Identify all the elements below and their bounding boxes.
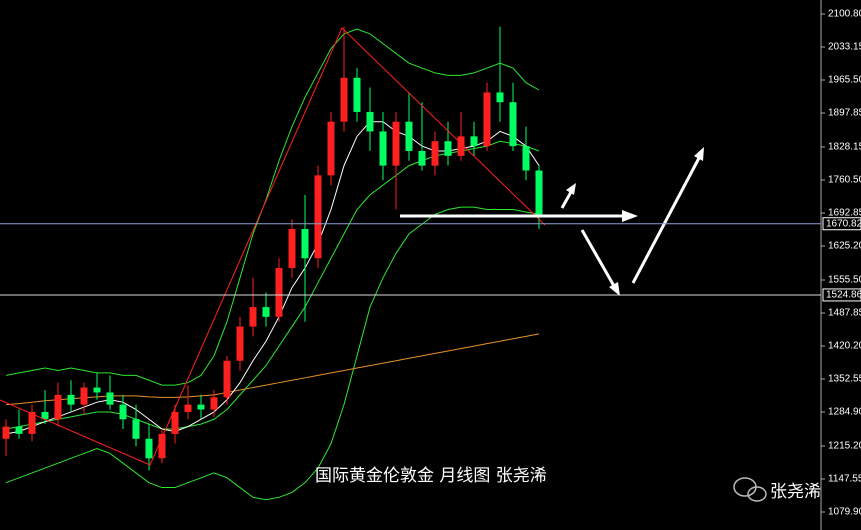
candle-body xyxy=(288,229,296,269)
overlay-line xyxy=(5,206,540,501)
candle-body xyxy=(522,146,530,171)
arrows xyxy=(400,147,704,296)
watermark: 张尧浠 xyxy=(770,482,821,502)
candle-body xyxy=(327,121,335,176)
candle-body xyxy=(457,136,465,156)
candle-body xyxy=(93,387,101,393)
y-tick-label: 1284.90 xyxy=(828,407,861,418)
watermark-icon xyxy=(733,477,767,502)
candle-body xyxy=(301,229,309,259)
y-tick-label: 2033.15 xyxy=(828,42,861,53)
level-box xyxy=(822,288,861,302)
candle-body xyxy=(80,387,88,405)
y-tick-label: 1760.50 xyxy=(828,175,861,186)
candle-body xyxy=(197,404,205,410)
y-tick-label: 1147.55 xyxy=(828,474,861,485)
level-label: 1524.86 xyxy=(826,290,861,301)
y-tick-label: 1828.15 xyxy=(828,142,861,153)
candle-body xyxy=(275,268,283,317)
candle-body xyxy=(158,433,166,459)
candle-body xyxy=(54,394,62,420)
y-tick-label: 1692.85 xyxy=(828,208,861,219)
candle-body xyxy=(15,426,23,434)
candle-body xyxy=(171,411,179,434)
candle-body xyxy=(535,170,543,215)
y-tick-label: 1420.20 xyxy=(828,341,861,352)
candle-body xyxy=(184,404,192,412)
trend-lines xyxy=(0,27,546,466)
y-tick-label: 1625.20 xyxy=(828,241,861,252)
candle-body xyxy=(379,131,387,166)
candle-body xyxy=(483,92,491,147)
candles xyxy=(2,26,543,471)
y-tick-label: 1215.20 xyxy=(828,441,861,452)
candle-body xyxy=(366,111,374,132)
candle-body xyxy=(210,397,218,410)
candle-body xyxy=(223,360,231,398)
candle-body xyxy=(444,141,452,156)
level-box xyxy=(822,217,861,231)
candle-body xyxy=(496,92,504,103)
candle-body xyxy=(262,307,270,317)
y-tick-label: 1079.90 xyxy=(828,507,861,518)
candle-body xyxy=(314,175,322,259)
y-tick-label: 1352.55 xyxy=(828,374,861,385)
y-tick-label: 1555.50 xyxy=(828,275,861,286)
y-tick-label: 1487.85 xyxy=(828,308,861,319)
candle-body xyxy=(470,136,478,147)
y-tick-label: 2100.80 xyxy=(828,9,861,20)
candle-body xyxy=(418,150,426,166)
candle-body xyxy=(431,141,439,166)
y-tick-label: 1965.50 xyxy=(828,75,861,86)
candle-body xyxy=(28,411,36,434)
candle-body xyxy=(353,77,361,112)
candle-body xyxy=(392,121,400,166)
candle-body xyxy=(67,394,75,405)
candle-body xyxy=(145,438,153,459)
candle-body xyxy=(509,102,517,147)
candle-body xyxy=(340,77,348,122)
overlay-line xyxy=(5,28,540,386)
candle-body xyxy=(405,121,413,151)
candle-body xyxy=(106,392,114,405)
overlays xyxy=(5,28,540,501)
candle-body xyxy=(132,419,140,439)
chart-title: 国际黄金伦敦金 月线图 张尧浠 xyxy=(315,466,547,486)
level-label: 1670.82 xyxy=(826,218,861,229)
candle-body xyxy=(2,426,10,439)
candle-body xyxy=(41,411,49,420)
candle-body xyxy=(119,404,127,420)
overlay-line xyxy=(5,333,540,406)
y-tick-label: 1897.85 xyxy=(828,108,861,119)
candle-body xyxy=(249,307,257,327)
candle-body xyxy=(236,326,244,361)
